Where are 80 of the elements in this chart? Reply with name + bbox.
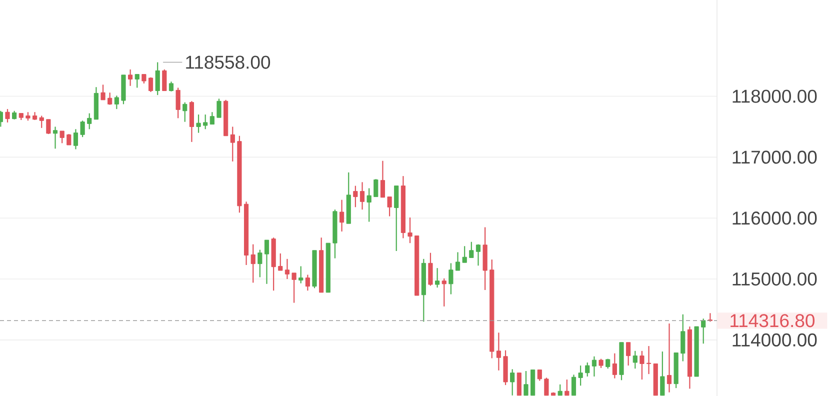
candlestick xyxy=(544,377,549,396)
candlestick xyxy=(455,252,460,272)
candlestick xyxy=(148,76,154,93)
candlestick xyxy=(284,258,290,280)
candlestick xyxy=(305,274,310,292)
candlestick xyxy=(250,244,256,284)
candlestick xyxy=(428,252,433,286)
candlestick xyxy=(216,98,222,118)
y-tick-label: 115000.00 xyxy=(732,272,817,286)
candlestick xyxy=(39,115,44,128)
candlestick xyxy=(46,118,51,135)
candlestick xyxy=(73,128,78,150)
candlestick xyxy=(60,130,64,144)
candlestick xyxy=(442,278,446,307)
y-tick-label: 116000.00 xyxy=(732,212,817,225)
candlestick xyxy=(632,350,638,370)
candlestick xyxy=(87,112,92,130)
candlestick xyxy=(701,318,706,344)
candlestick xyxy=(516,372,522,396)
candlestick xyxy=(558,384,562,396)
candlestick xyxy=(353,185,358,208)
candlestick xyxy=(394,185,399,252)
candlestick xyxy=(374,178,378,198)
candlestick xyxy=(339,199,344,232)
candlestick xyxy=(387,196,392,217)
candlestick xyxy=(408,216,412,244)
candlestick xyxy=(660,350,665,396)
candlestick xyxy=(469,241,474,258)
candlestick xyxy=(564,379,570,396)
candlestick xyxy=(278,252,283,272)
candlestick xyxy=(612,352,617,379)
candlestick xyxy=(100,84,106,100)
candlestick xyxy=(108,92,112,106)
candlestick xyxy=(292,272,296,304)
candlestick xyxy=(510,368,515,396)
candlestick xyxy=(578,364,583,386)
candlestick xyxy=(598,358,604,369)
candlestick xyxy=(298,266,304,284)
candlestick xyxy=(476,244,481,266)
candlestick xyxy=(80,120,85,138)
candlestick xyxy=(496,332,501,371)
annotation: 118558.00 xyxy=(186,56,270,69)
candlestick xyxy=(585,362,590,378)
candlestick xyxy=(114,95,119,110)
candlestick xyxy=(168,81,174,92)
candlestick xyxy=(264,239,270,284)
candlestick xyxy=(142,74,146,84)
candlestick xyxy=(210,112,214,125)
candlestick xyxy=(380,160,386,198)
candlestick xyxy=(435,268,440,288)
candlestick xyxy=(646,345,652,375)
candlestick xyxy=(448,262,454,295)
candlestick xyxy=(592,356,597,378)
candlestick xyxy=(571,374,576,396)
candlestick xyxy=(182,102,188,122)
candlestick xyxy=(162,68,167,92)
candlestick xyxy=(366,188,372,222)
candlestick xyxy=(537,369,542,382)
candlestick xyxy=(52,126,58,150)
candlestick xyxy=(128,68,133,86)
candlestick xyxy=(640,350,644,380)
candlestick xyxy=(258,249,262,278)
candlestick xyxy=(176,87,180,119)
candlestick xyxy=(196,114,201,134)
y-tick-label: 117000.00 xyxy=(732,150,817,164)
candlestick xyxy=(666,322,672,393)
ref-line-label: 114316.80 xyxy=(730,314,815,328)
candlestick xyxy=(626,342,631,366)
candlestick xyxy=(134,74,140,88)
candlestick xyxy=(203,114,208,130)
y-tick-label: 114000.00 xyxy=(732,333,817,347)
candlestick xyxy=(66,133,72,146)
candlestick xyxy=(230,126,235,162)
candlestick xyxy=(524,370,528,396)
candlestick xyxy=(5,108,10,124)
candlestick xyxy=(462,246,467,264)
y-tick-label: 118000.00 xyxy=(732,90,817,103)
candlestick xyxy=(680,314,686,362)
candlestick xyxy=(360,182,365,210)
candlestick xyxy=(155,62,160,96)
